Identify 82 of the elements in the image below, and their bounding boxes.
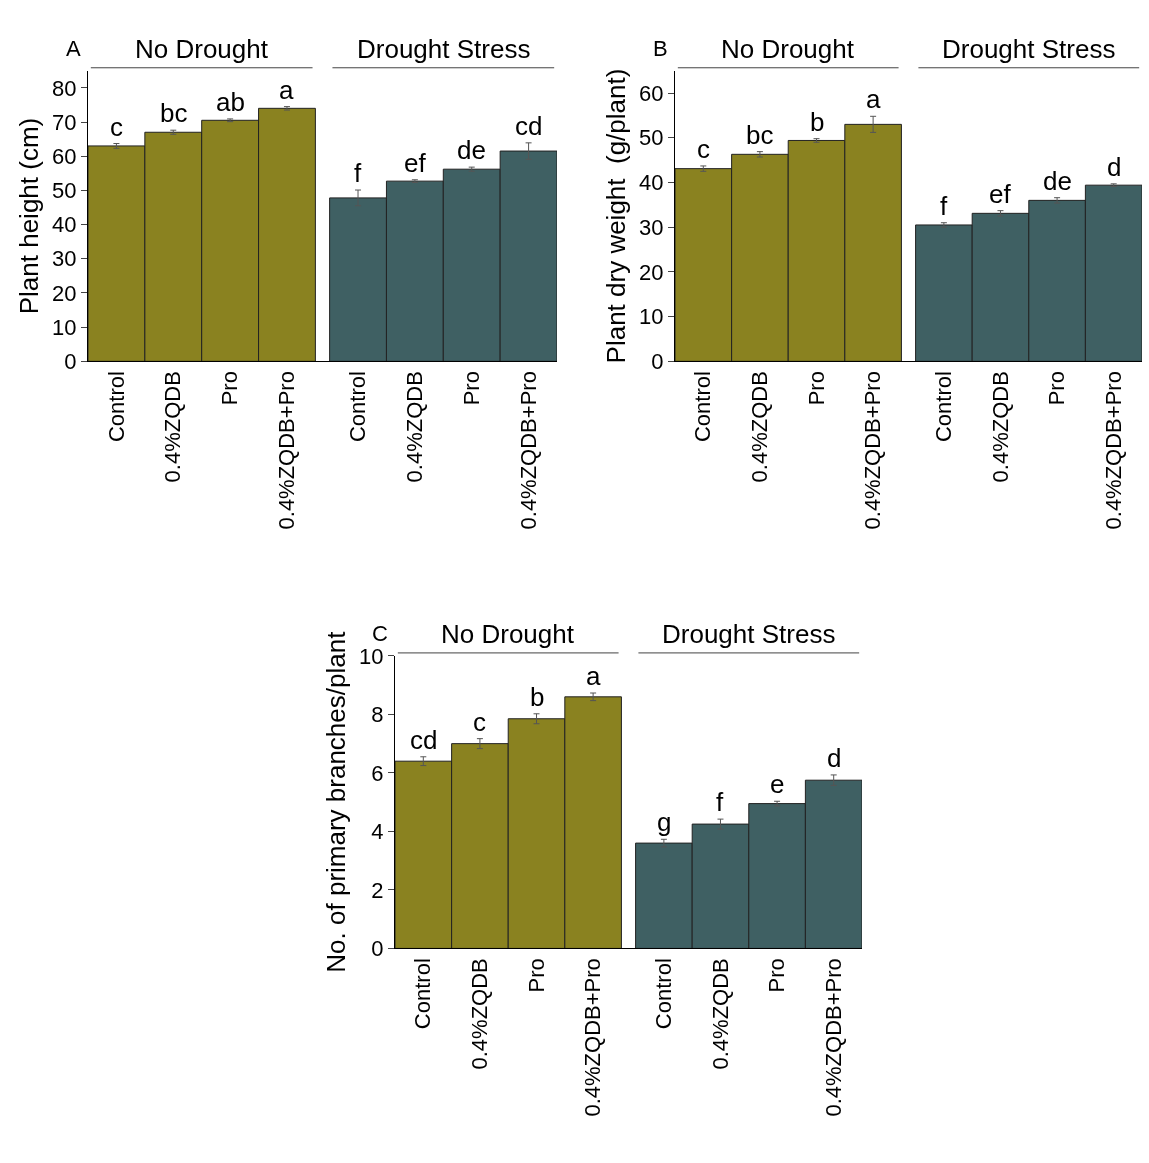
y-tick-label: 50 xyxy=(639,125,664,151)
y-tick-label: 0 xyxy=(371,936,384,962)
data-label: b xyxy=(810,107,825,137)
y-tick-label: 20 xyxy=(639,259,664,285)
data-label: f xyxy=(716,787,724,817)
y-axis-title: No. of primary branches/plant xyxy=(320,630,351,973)
x-tick-label: 0.4%ZQDB+Pro xyxy=(860,371,886,530)
y-tick-label: 40 xyxy=(52,212,77,238)
y-tick-label: 0 xyxy=(64,349,77,375)
data-label: ef xyxy=(989,179,1012,209)
data-label: cd xyxy=(515,111,543,141)
x-tick-label: Pro xyxy=(217,371,243,406)
data-label: f xyxy=(354,158,362,188)
x-tick-label: 0.4%ZQDB xyxy=(402,371,428,483)
data-label: c xyxy=(473,707,486,737)
y-tick-label: 30 xyxy=(639,214,664,240)
y-tick-label: 0 xyxy=(651,349,664,375)
data-label: c xyxy=(110,112,123,142)
data-label: a xyxy=(279,75,294,105)
x-tick-label: 0.4%ZQDB xyxy=(987,371,1013,483)
x-tick-label: Control xyxy=(345,371,371,443)
data-label: ef xyxy=(404,148,427,178)
text: Drought Stress xyxy=(942,34,1116,64)
data-label: ab xyxy=(216,87,245,117)
data-label: a xyxy=(866,84,881,114)
x-tick-label: 0.4%ZQDB+Pro xyxy=(515,371,541,530)
y-tick-label: 10 xyxy=(359,643,384,669)
y-axis-title: Plant dry weight (g/plant) xyxy=(600,68,631,364)
text: No Drought xyxy=(441,619,575,649)
data-label: a xyxy=(586,661,601,691)
chart-title: A xyxy=(66,36,81,61)
data-label: de xyxy=(457,135,486,165)
x-tick-label: Pro xyxy=(1044,371,1070,406)
data-label: d xyxy=(1107,152,1122,182)
y-axis-title: Plant height (cm) xyxy=(13,117,44,315)
x-tick-label: 0.4%ZQDB+Pro xyxy=(580,958,606,1117)
x-tick-label: 0.4%ZQDB xyxy=(467,958,493,1070)
data-label: cd xyxy=(410,725,438,755)
x-tick-label: Control xyxy=(103,371,129,443)
x-tick-label: 0.4%ZQDB+Pro xyxy=(274,371,300,530)
data-label: g xyxy=(657,807,672,837)
text: Drought Stress xyxy=(662,619,836,649)
x-tick-label: Pro xyxy=(764,958,790,993)
y-tick-label: 4 xyxy=(371,819,384,845)
y-tick-label: 40 xyxy=(639,170,664,196)
chart-title: B xyxy=(653,36,668,61)
text: No Drought xyxy=(721,34,855,64)
x-tick-label: Pro xyxy=(523,958,549,993)
x-tick-label: 0.4%ZQDB xyxy=(747,371,773,483)
x-tick-label: Control xyxy=(651,958,677,1030)
data-label: e xyxy=(770,769,785,799)
x-tick-label: 0.4%ZQDB xyxy=(160,371,186,483)
x-tick-label: Pro xyxy=(458,371,484,406)
x-tick-label: 0.4%ZQDB+Pro xyxy=(1100,371,1126,530)
text: Drought Stress xyxy=(357,34,531,64)
y-tick-label: 2 xyxy=(371,877,384,903)
data-label: bc xyxy=(746,120,774,150)
y-tick-label: 70 xyxy=(52,109,77,135)
y-tick-label: 10 xyxy=(639,304,664,330)
y-tick-label: 6 xyxy=(371,760,384,786)
data-label: c xyxy=(697,134,710,164)
y-tick-label: 8 xyxy=(371,702,384,728)
text: No Drought xyxy=(135,34,269,64)
data-label: d xyxy=(827,743,842,773)
y-tick-label: 50 xyxy=(52,178,77,204)
x-tick-label: Control xyxy=(690,371,716,443)
y-tick-label: 10 xyxy=(52,314,77,340)
x-tick-label: Control xyxy=(410,958,436,1030)
y-tick-label: 60 xyxy=(52,143,77,169)
x-tick-label: 0.4%ZQDB xyxy=(707,958,733,1070)
data-label: bc xyxy=(160,98,188,128)
y-tick-label: 30 xyxy=(52,246,77,272)
x-tick-label: Control xyxy=(931,371,957,443)
chart-title: C xyxy=(372,621,388,646)
y-tick-label: 20 xyxy=(52,280,77,306)
x-tick-label: 0.4%ZQDB+Pro xyxy=(820,958,846,1117)
y-tick-label: 80 xyxy=(52,75,77,101)
x-tick-label: Pro xyxy=(803,371,829,406)
data-label: f xyxy=(940,191,948,221)
data-label: b xyxy=(530,682,545,712)
data-label: de xyxy=(1043,166,1072,196)
y-tick-label: 60 xyxy=(639,80,664,106)
